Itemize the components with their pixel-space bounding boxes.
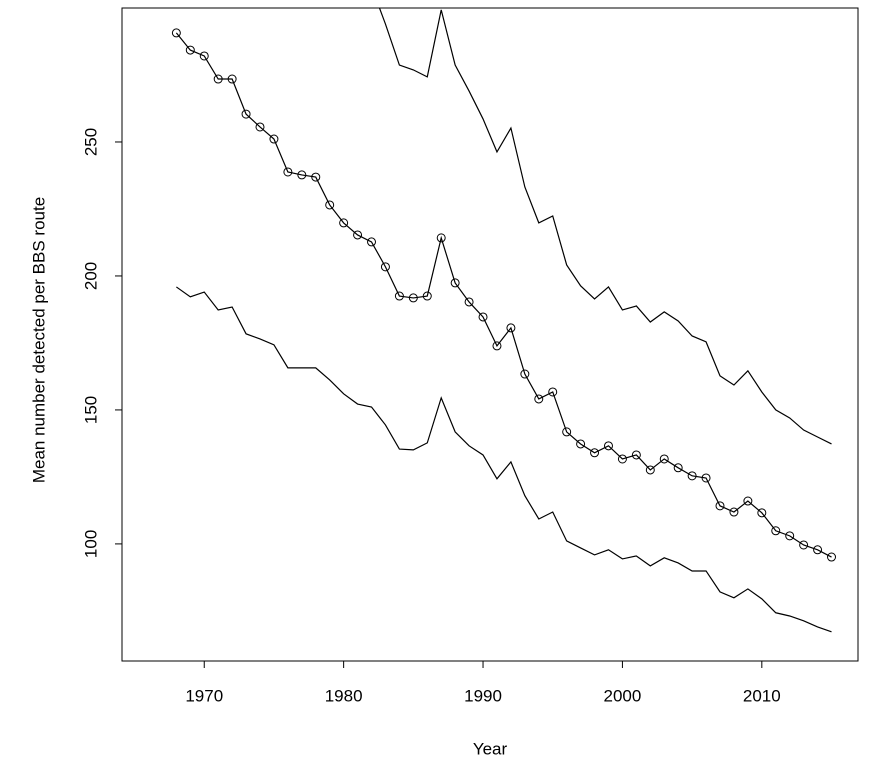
data-point — [506, 323, 516, 333]
data-point — [785, 531, 795, 541]
data-point — [799, 540, 809, 550]
data-point — [771, 526, 781, 536]
data-point — [548, 387, 558, 397]
data-point — [436, 233, 446, 243]
y-tick-label: 100 — [81, 530, 100, 558]
data-point — [227, 74, 237, 84]
y-tick-label: 250 — [81, 128, 100, 156]
data-point — [255, 122, 265, 132]
data-point — [590, 448, 600, 458]
data-point — [743, 496, 753, 506]
y-tick-label: 200 — [81, 262, 100, 290]
data-point — [408, 293, 418, 303]
plot-frame — [121, 7, 859, 662]
data-point — [813, 545, 823, 555]
data-point — [353, 230, 363, 240]
x-tick-label: 2000 — [604, 686, 642, 705]
x-axis-label: Year — [473, 739, 508, 758]
series-line — [176, 286, 832, 633]
data-point — [659, 454, 669, 464]
x-tick-label: 2010 — [743, 686, 781, 705]
data-point — [562, 427, 572, 437]
data-point — [576, 439, 586, 449]
data-point — [687, 471, 697, 481]
series-line — [378, 8, 832, 445]
data-point — [269, 134, 279, 144]
series-line — [175, 32, 832, 558]
data-point — [617, 454, 627, 464]
data-point — [478, 312, 488, 322]
data-point — [729, 507, 739, 517]
data-point — [827, 552, 837, 562]
y-axis-label: Mean number detected per BBS route — [29, 197, 48, 483]
data-point — [492, 341, 502, 351]
data-point — [367, 237, 377, 247]
data-point — [673, 463, 683, 473]
data-point — [394, 291, 404, 301]
data-point — [241, 109, 251, 119]
plot-area — [171, 8, 837, 633]
data-point — [339, 218, 349, 228]
data-point — [422, 291, 432, 301]
data-point — [450, 278, 460, 288]
data-point — [185, 45, 195, 55]
data-point — [701, 473, 711, 483]
data-point — [464, 297, 474, 307]
x-tick-label: 1990 — [464, 686, 502, 705]
data-point — [631, 450, 641, 460]
data-point — [645, 465, 655, 475]
y-tick-label: 150 — [81, 396, 100, 424]
data-point — [213, 74, 223, 84]
data-point — [715, 501, 725, 511]
data-point — [757, 508, 767, 518]
data-point — [325, 200, 335, 210]
data-point — [199, 51, 209, 61]
x-tick-label: 1970 — [185, 686, 223, 705]
data-point — [283, 167, 293, 177]
data-point — [380, 262, 390, 272]
data-point — [311, 172, 321, 182]
data-point — [520, 369, 530, 379]
data-point — [297, 170, 307, 180]
x-tick-label: 1980 — [325, 686, 363, 705]
data-point — [603, 441, 613, 451]
data-point — [171, 28, 181, 38]
data-point — [534, 394, 544, 404]
